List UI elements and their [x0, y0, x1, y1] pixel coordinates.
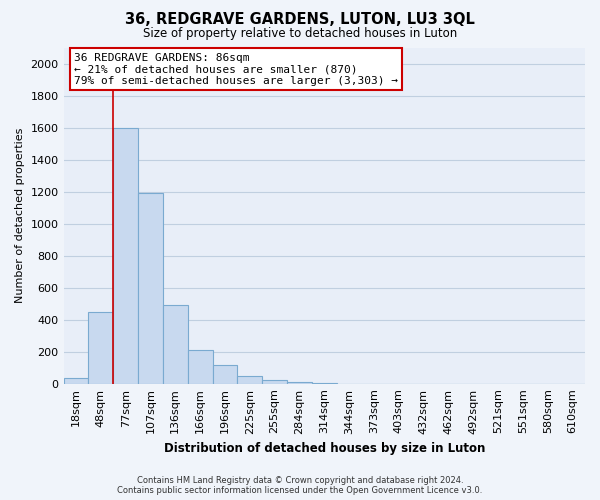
- Bar: [163, 305, 188, 384]
- Bar: [64, 378, 88, 384]
- Bar: [113, 128, 138, 384]
- Bar: [287, 382, 312, 384]
- Bar: [212, 366, 238, 384]
- Text: 36 REDGRAVE GARDENS: 86sqm
← 21% of detached houses are smaller (870)
79% of sem: 36 REDGRAVE GARDENS: 86sqm ← 21% of deta…: [74, 52, 398, 86]
- Bar: [138, 193, 163, 384]
- Bar: [88, 312, 113, 384]
- X-axis label: Distribution of detached houses by size in Luton: Distribution of detached houses by size …: [164, 442, 485, 455]
- Text: Size of property relative to detached houses in Luton: Size of property relative to detached ho…: [143, 28, 457, 40]
- Text: Contains HM Land Registry data © Crown copyright and database right 2024.
Contai: Contains HM Land Registry data © Crown c…: [118, 476, 482, 495]
- Bar: [238, 376, 262, 384]
- Bar: [262, 380, 287, 384]
- Text: 36, REDGRAVE GARDENS, LUTON, LU3 3QL: 36, REDGRAVE GARDENS, LUTON, LU3 3QL: [125, 12, 475, 28]
- Bar: [188, 350, 212, 384]
- Y-axis label: Number of detached properties: Number of detached properties: [15, 128, 25, 304]
